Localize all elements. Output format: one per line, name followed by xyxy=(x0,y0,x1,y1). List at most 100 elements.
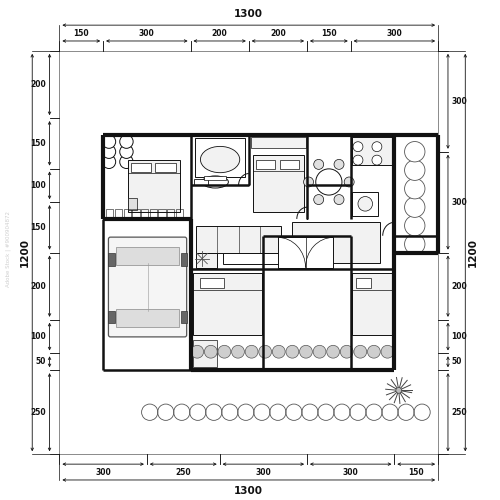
Circle shape xyxy=(316,169,342,195)
Text: 200: 200 xyxy=(30,282,46,290)
Circle shape xyxy=(286,346,299,358)
Bar xyxy=(352,192,378,216)
Circle shape xyxy=(372,142,382,152)
Text: 150: 150 xyxy=(321,28,336,38)
Bar xyxy=(251,136,306,148)
Bar xyxy=(158,209,166,219)
Text: 300: 300 xyxy=(343,468,358,476)
Bar xyxy=(195,138,246,177)
Bar xyxy=(116,247,178,265)
Text: 1200: 1200 xyxy=(468,238,478,267)
Text: 150: 150 xyxy=(408,468,424,476)
Bar xyxy=(292,222,380,262)
Circle shape xyxy=(272,346,285,358)
Bar xyxy=(167,209,174,219)
Text: 200: 200 xyxy=(30,80,46,89)
Circle shape xyxy=(381,346,394,358)
Bar xyxy=(108,254,115,266)
Bar xyxy=(128,160,180,212)
Bar xyxy=(352,272,393,335)
Bar xyxy=(176,209,183,219)
Ellipse shape xyxy=(202,176,228,188)
Bar xyxy=(116,309,178,328)
Circle shape xyxy=(334,160,344,170)
Text: 150: 150 xyxy=(30,139,46,148)
Circle shape xyxy=(314,160,324,170)
Text: 300: 300 xyxy=(452,198,467,206)
Text: 1200: 1200 xyxy=(20,238,30,267)
Text: 300: 300 xyxy=(139,28,154,38)
Circle shape xyxy=(353,142,363,152)
Circle shape xyxy=(120,145,133,158)
Circle shape xyxy=(120,155,133,168)
Bar xyxy=(200,278,224,287)
FancyBboxPatch shape xyxy=(108,237,186,337)
Bar xyxy=(124,209,131,219)
Circle shape xyxy=(354,346,366,358)
Circle shape xyxy=(102,155,116,168)
Circle shape xyxy=(404,216,425,236)
Circle shape xyxy=(304,177,314,187)
Bar xyxy=(180,311,187,324)
Bar xyxy=(194,178,208,186)
Bar xyxy=(278,238,333,268)
Bar xyxy=(256,160,275,169)
Text: 100: 100 xyxy=(30,181,46,190)
Bar xyxy=(196,226,281,252)
Circle shape xyxy=(404,197,425,218)
Circle shape xyxy=(314,194,324,204)
Bar xyxy=(194,272,262,335)
Circle shape xyxy=(396,388,402,394)
Bar xyxy=(222,253,281,264)
Text: 50: 50 xyxy=(36,358,46,366)
Text: 200: 200 xyxy=(452,282,467,290)
Bar xyxy=(130,162,152,172)
Circle shape xyxy=(204,346,217,358)
Circle shape xyxy=(404,234,425,254)
Text: Adobe Stock | #900904872: Adobe Stock | #900904872 xyxy=(6,211,11,287)
Text: 300: 300 xyxy=(452,97,467,106)
Bar xyxy=(132,209,140,219)
Text: 300: 300 xyxy=(256,468,271,476)
Text: 50: 50 xyxy=(452,358,462,366)
Circle shape xyxy=(334,194,344,204)
Text: 300: 300 xyxy=(386,28,402,38)
Circle shape xyxy=(404,160,425,180)
Text: 250: 250 xyxy=(452,408,467,416)
Ellipse shape xyxy=(200,146,239,172)
Circle shape xyxy=(404,178,425,199)
Bar xyxy=(60,51,438,454)
Bar xyxy=(194,340,216,367)
Text: 100: 100 xyxy=(452,332,467,341)
Bar xyxy=(196,253,216,268)
Circle shape xyxy=(353,155,363,165)
Circle shape xyxy=(102,145,116,158)
Bar xyxy=(204,176,226,180)
Text: 1300: 1300 xyxy=(234,486,264,496)
Bar xyxy=(356,278,370,287)
Bar xyxy=(352,136,393,165)
Circle shape xyxy=(259,346,272,358)
Bar xyxy=(128,198,138,209)
Bar xyxy=(141,209,148,219)
Bar xyxy=(106,209,114,219)
Circle shape xyxy=(300,346,312,358)
Text: 200: 200 xyxy=(212,28,228,38)
Bar xyxy=(155,162,176,172)
Bar xyxy=(108,311,115,324)
Bar xyxy=(180,254,187,266)
Text: 150: 150 xyxy=(74,28,89,38)
Text: 250: 250 xyxy=(30,408,46,416)
Circle shape xyxy=(313,346,326,358)
Circle shape xyxy=(120,135,133,148)
Text: 300: 300 xyxy=(96,468,111,476)
Circle shape xyxy=(368,346,380,358)
Bar xyxy=(280,160,299,169)
Text: 100: 100 xyxy=(30,332,46,341)
Circle shape xyxy=(191,346,203,358)
Circle shape xyxy=(232,346,244,358)
Circle shape xyxy=(344,177,354,187)
Bar xyxy=(115,209,122,219)
Bar xyxy=(150,209,157,219)
Text: 200: 200 xyxy=(270,28,286,38)
